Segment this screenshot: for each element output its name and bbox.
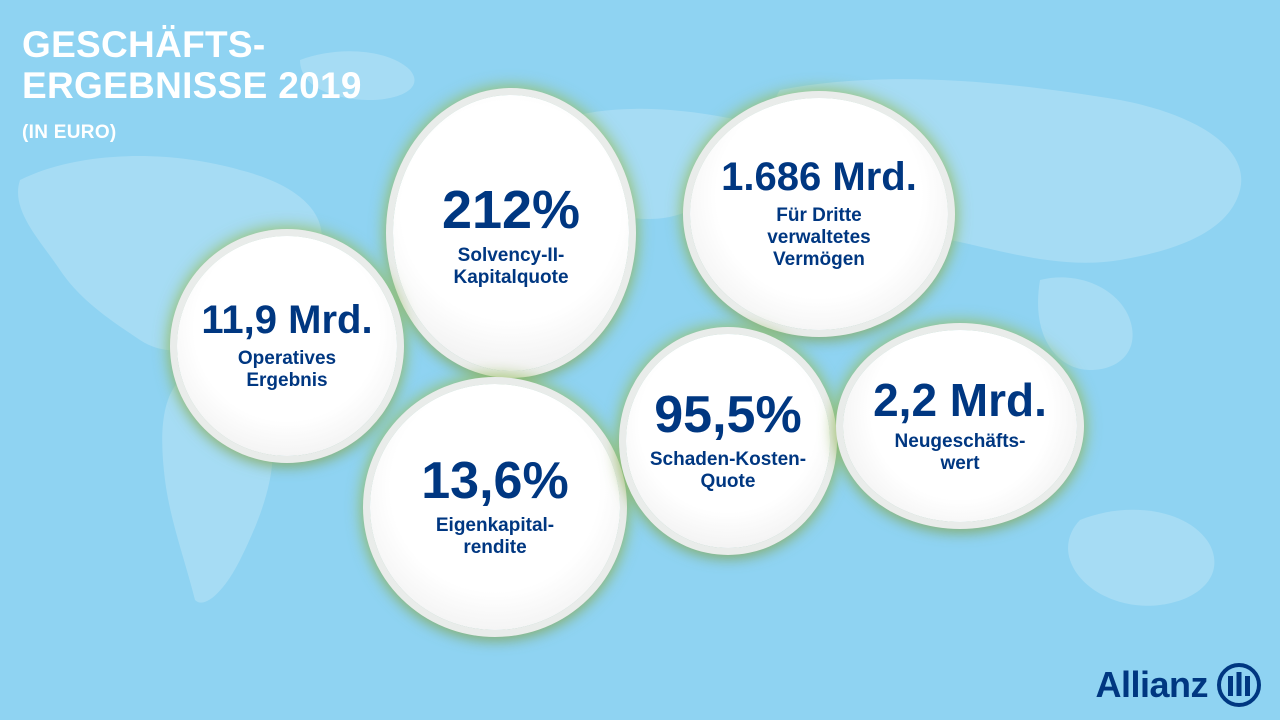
kpi-label-line: wert xyxy=(940,453,980,474)
title-line-2: ERGEBNISSE 2019 xyxy=(22,65,362,106)
kpi-label: Für Dritte verwaltetes Vermögen xyxy=(767,205,871,271)
kpi-label-line: verwaltetes xyxy=(767,227,871,248)
kpi-bubble-operating-profit: 11,9 Mrd. Operatives Ergebnis xyxy=(177,236,397,456)
kpi-value: 95,5% xyxy=(654,386,802,444)
kpi-label: Solvency-II- Kapitalquote xyxy=(453,245,568,289)
kpi-label-line: Ergebnis xyxy=(246,370,328,391)
allianz-eagle-pillars-icon xyxy=(1217,663,1261,707)
kpi-label-line: Eigenkapital- xyxy=(435,515,555,536)
kpi-value: 13,6% xyxy=(421,452,569,510)
kpi-label-line: Kapitalquote xyxy=(453,267,569,288)
title-line-1: GESCHÄFTS- xyxy=(22,24,266,65)
kpi-label-line: Solvency-II- xyxy=(457,245,565,266)
kpi-value: 212% xyxy=(441,180,581,240)
kpi-bubble-return-on-equity: 13,6% Eigenkapital- rendite xyxy=(370,384,620,630)
kpi-label: Eigenkapital- rendite xyxy=(436,515,554,559)
kpi-label-line: rendite xyxy=(463,537,527,558)
kpi-label: Schaden-Kosten- Quote xyxy=(650,449,806,493)
kpi-bubble-combined-ratio: 95,5% Schaden-Kosten- Quote xyxy=(626,334,830,548)
kpi-value: 1.686 Mrd. xyxy=(721,155,917,199)
kpi-label-line: Schaden-Kosten- xyxy=(649,449,807,470)
kpi-value: 11,9 Mrd. xyxy=(201,298,373,342)
page-subtitle: (IN EURO) xyxy=(22,122,117,143)
kpi-label-line: Operatives xyxy=(237,348,337,369)
kpi-bubble-assets-under-management: 1.686 Mrd. Für Dritte verwaltetes Vermög… xyxy=(690,98,948,330)
allianz-logo: Allianz xyxy=(1095,662,1262,708)
kpi-bubble-new-business-value: 2,2 Mrd. Neugeschäfts- wert xyxy=(843,330,1077,522)
kpi-value: 2,2 Mrd. xyxy=(873,374,1047,426)
kpi-label: Neugeschäfts- wert xyxy=(895,431,1026,475)
kpi-bubble-solvency: 212% Solvency-II- Kapitalquote xyxy=(393,95,629,371)
kpi-label-line: Für Dritte xyxy=(776,205,862,226)
kpi-label-line: Neugeschäfts- xyxy=(894,431,1026,452)
kpi-label: Operatives Ergebnis xyxy=(238,348,336,392)
kpi-label-line: Quote xyxy=(700,471,756,492)
logo-wordmark: Allianz xyxy=(1095,664,1208,705)
kpi-label-line: Vermögen xyxy=(773,249,865,270)
page-title: GESCHÄFTS- ERGEBNISSE 2019 xyxy=(22,24,362,106)
